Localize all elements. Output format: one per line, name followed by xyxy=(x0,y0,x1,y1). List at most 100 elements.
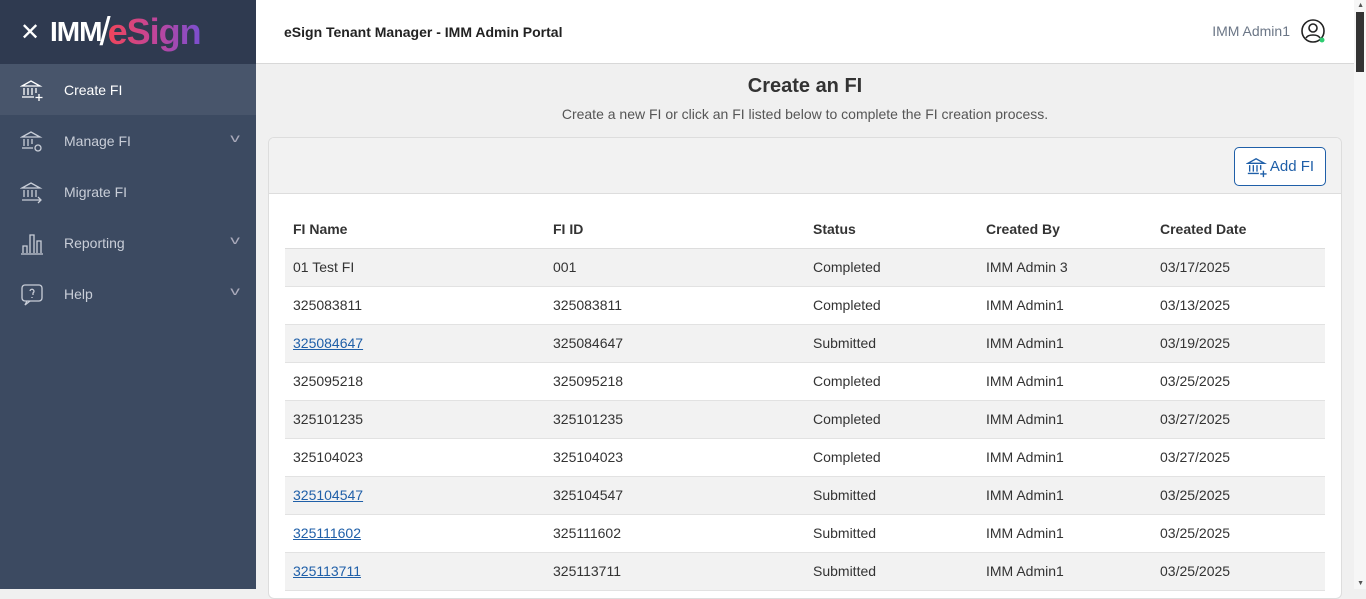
status-cell: Completed xyxy=(805,400,978,439)
created-by-cell: IMM Admin1 xyxy=(978,400,1152,439)
header: eSign Tenant Manager - IMM Admin Portal … xyxy=(256,0,1354,64)
sidebar-item-reporting[interactable]: Reporting v xyxy=(0,217,256,268)
fi-id-cell: 325111602 xyxy=(545,514,805,553)
created-by-cell: IMM Admin1 xyxy=(978,286,1152,325)
status-cell: Submitted xyxy=(805,552,978,591)
bank-arrow-icon xyxy=(20,181,43,203)
app-title: eSign Tenant Manager - IMM Admin Portal xyxy=(284,23,563,40)
sidebar-item-create-fi[interactable]: Create FI xyxy=(0,64,256,115)
scroll-down-icon[interactable]: ▼ xyxy=(1357,580,1364,587)
created-date-cell: 03/27/2025 xyxy=(1152,400,1325,439)
bank-plus-icon xyxy=(1245,157,1267,177)
fi-name-link[interactable]: 325104547 xyxy=(293,487,364,503)
sidebar-item-migrate-fi[interactable]: Migrate FI xyxy=(0,166,256,217)
created-by-cell: IMM Admin1 xyxy=(978,476,1152,515)
table-row[interactable]: 325104023 325104023 Completed IMM Admin1… xyxy=(285,438,1325,477)
status-cell: Completed xyxy=(805,362,978,401)
fi-name-cell[interactable]: 325104547 xyxy=(285,476,545,515)
fi-name-link[interactable]: 325084647 xyxy=(293,335,364,351)
sidebar-item-label: Reporting xyxy=(64,234,125,251)
user-name: IMM Admin1 xyxy=(1212,23,1290,39)
page-subtitle: Create a new FI or click an FI listed be… xyxy=(561,106,1049,122)
table-row[interactable]: 325111602 325111602 Submitted IMM Admin1… xyxy=(285,514,1325,553)
created-date-cell: 03/25/2025 xyxy=(1152,552,1325,591)
sidebar-item-help[interactable]: Help v xyxy=(0,268,256,319)
fi-name-link[interactable]: 325111602 xyxy=(293,525,361,541)
created-by-cell: IMM Admin1 xyxy=(978,438,1152,477)
created-by-cell: IMM Admin1 xyxy=(978,552,1152,591)
column-header[interactable]: FI ID xyxy=(545,210,805,249)
bar-chart-icon xyxy=(21,233,43,255)
sidebar-item-label: Migrate FI xyxy=(64,183,128,200)
bank-plus-icon xyxy=(20,79,43,101)
chevron-down-icon[interactable]: v xyxy=(230,131,240,145)
fi-name-cell: 325104023 xyxy=(285,438,545,477)
column-header[interactable]: FI Name xyxy=(285,210,545,249)
created-by-cell: IMM Admin1 xyxy=(978,362,1152,401)
scroll-up-icon[interactable]: ▲ xyxy=(1357,2,1364,9)
table-row[interactable]: 325083811 325083811 Completed IMM Admin1… xyxy=(285,286,1325,325)
main-content: Create an FI Create a new FI or click an… xyxy=(256,65,1354,599)
status-cell: Completed xyxy=(805,438,978,477)
fi-id-cell: 325095218 xyxy=(545,362,805,401)
table-row[interactable]: 325095218 325095218 Completed IMM Admin1… xyxy=(285,362,1325,401)
table-row[interactable]: 325084647 325084647 Submitted IMM Admin1… xyxy=(285,324,1325,363)
bank-gear-icon xyxy=(20,130,43,152)
scrollbar-thumb[interactable] xyxy=(1356,12,1364,72)
fi-id-cell: 325104023 xyxy=(545,438,805,477)
created-date-cell: 03/17/2025 xyxy=(1152,248,1325,287)
scrollbar[interactable]: ▲ ▼ xyxy=(1354,0,1366,589)
sidebar-item-label: Create FI xyxy=(64,81,123,98)
created-date-cell: 03/27/2025 xyxy=(1152,438,1325,477)
fi-id-cell: 325101235 xyxy=(545,400,805,439)
status-cell: Completed xyxy=(805,248,978,287)
created-date-cell: 03/25/2025 xyxy=(1152,476,1325,515)
created-by-cell: IMM Admin1 xyxy=(978,324,1152,363)
fi-id-cell: 325113711 xyxy=(545,552,805,591)
created-date-cell: 03/19/2025 xyxy=(1152,324,1325,363)
status-cell: Submitted xyxy=(805,476,978,515)
created-date-cell: 03/25/2025 xyxy=(1152,362,1325,401)
column-header[interactable]: Status xyxy=(805,210,978,249)
column-header[interactable]: Created By xyxy=(978,210,1152,249)
fi-name-cell: 325083811 xyxy=(285,286,545,325)
status-cell: Submitted xyxy=(805,324,978,363)
created-date-cell: 03/25/2025 xyxy=(1152,514,1325,553)
toolbar: Add FI xyxy=(269,138,1341,194)
sidebar-item-label: Manage FI xyxy=(64,132,131,149)
fi-name-cell[interactable]: 325113711 xyxy=(285,552,545,591)
user-menu[interactable]: IMM Admin1 xyxy=(1212,18,1326,44)
fi-name-cell[interactable]: 325111602 xyxy=(285,514,545,553)
column-header[interactable]: Created Date xyxy=(1152,210,1325,249)
table-row[interactable]: 325104547 325104547 Submitted IMM Admin1… xyxy=(285,476,1325,515)
fi-name-cell[interactable]: 325084647 xyxy=(285,324,545,363)
fi-card: Add FI FI Name FI ID Status Created By Creat… xyxy=(268,137,1342,599)
sidebar-item-manage-fi[interactable]: Manage FI v xyxy=(0,115,256,166)
add-fi-button[interactable]: Add FI xyxy=(1234,147,1326,186)
status-cell: Completed xyxy=(805,286,978,325)
sidebar-item-label: Help xyxy=(64,285,93,302)
table-row[interactable]: 01 Test FI 001 Completed IMM Admin 3 03/… xyxy=(285,248,1325,287)
fi-id-cell: 325083811 xyxy=(545,286,805,325)
table-row[interactable]: 325101235 325101235 Completed IMM Admin1… xyxy=(285,400,1325,439)
created-date-cell: 03/13/2025 xyxy=(1152,286,1325,325)
page-title: Create an FI xyxy=(747,75,863,97)
fi-name-cell: 325095218 xyxy=(285,362,545,401)
created-by-cell: IMM Admin1 xyxy=(978,514,1152,553)
fi-id-cell: 325104547 xyxy=(545,476,805,515)
fi-name-cell: 01 Test FI xyxy=(285,248,545,287)
sidebar: ✕ IMM / eSign Create FI Manage FI v Migrate F… xyxy=(0,0,256,589)
created-by-cell: IMM Admin 3 xyxy=(978,248,1152,287)
close-icon[interactable]: ✕ xyxy=(20,18,41,46)
chevron-down-icon[interactable]: v xyxy=(230,284,240,298)
status-cell: Submitted xyxy=(805,514,978,553)
chevron-down-icon[interactable]: v xyxy=(230,233,240,247)
fi-id-cell: 325084647 xyxy=(545,324,805,363)
table-row[interactable]: 325113711 325113711 Submitted IMM Admin1… xyxy=(285,552,1325,591)
fi-name-link[interactable]: 325113711 xyxy=(293,563,361,579)
fi-name-cell: 325101235 xyxy=(285,400,545,439)
user-avatar-icon[interactable] xyxy=(1300,18,1326,44)
logo: IMM / eSign xyxy=(50,9,202,54)
logo-bar: ✕ IMM / eSign xyxy=(0,0,256,64)
help-bubble-icon xyxy=(21,283,43,306)
